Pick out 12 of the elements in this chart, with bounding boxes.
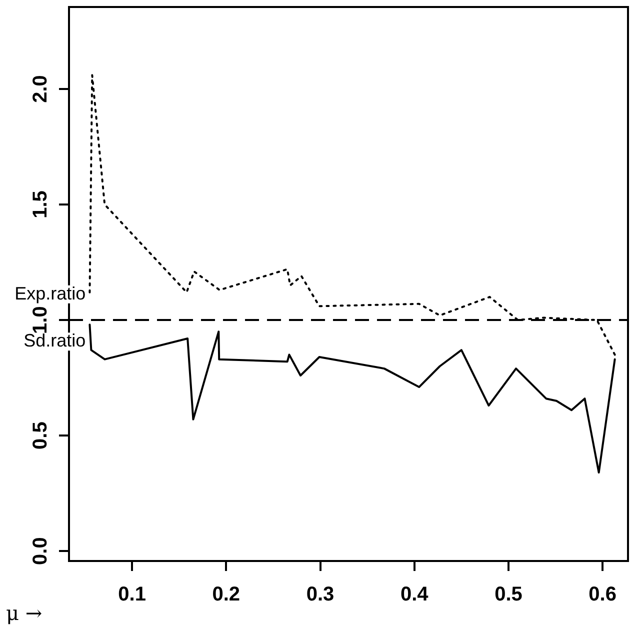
y-tick-label: 2.0 [30, 75, 52, 103]
x-tick-label: 0.3 [306, 584, 334, 606]
x-tick-label: 0.1 [118, 584, 146, 606]
x-tick-label: 0.6 [588, 584, 616, 606]
x-axis-title: μ → [6, 601, 42, 626]
x-tick-label: 0.2 [212, 584, 240, 606]
x-tick-label: 0.5 [494, 584, 522, 606]
series-label: Exp.ratio [14, 283, 86, 304]
y-tick-label: 0.0 [30, 537, 52, 565]
y-tick-label: 1.5 [30, 190, 52, 218]
y-tick-label: 0.5 [30, 422, 52, 450]
x-tick-label: 0.4 [400, 584, 430, 606]
